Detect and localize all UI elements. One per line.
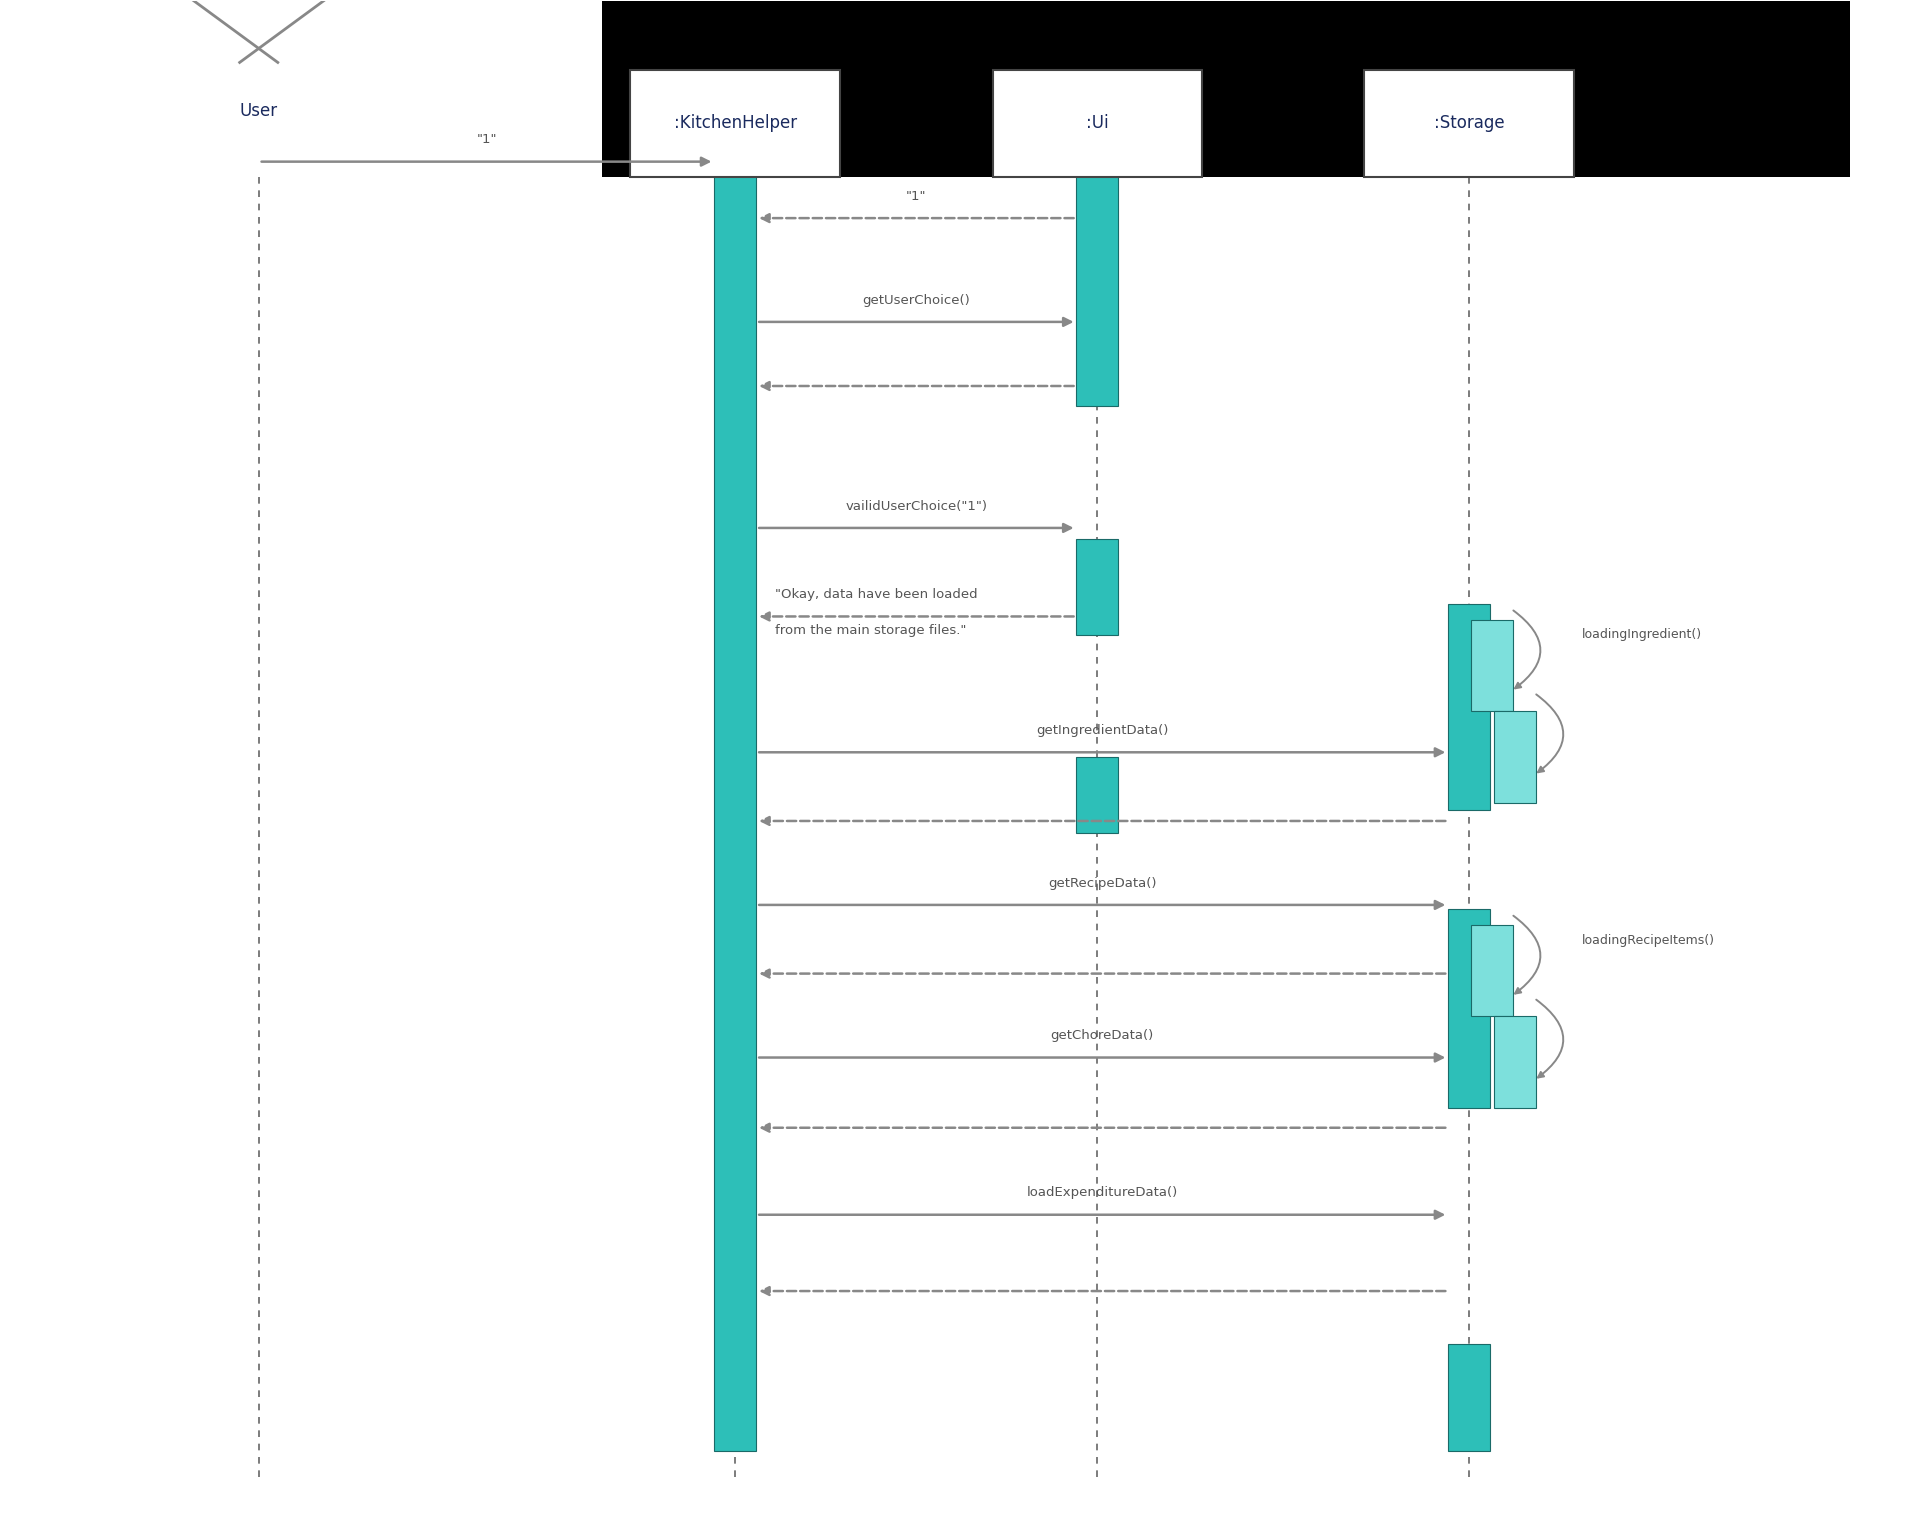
- Text: "1": "1": [907, 190, 926, 203]
- Bar: [714, 162, 756, 1451]
- Bar: [1449, 604, 1491, 810]
- Bar: [601, 177, 1850, 1527]
- Text: from the main storage files.": from the main storage files.": [775, 624, 966, 638]
- Bar: [1365, 70, 1575, 177]
- Bar: [993, 70, 1203, 177]
- Text: getChoreData(): getChoreData(): [1050, 1029, 1153, 1043]
- Bar: [1449, 910, 1491, 1109]
- Bar: [1449, 1344, 1491, 1451]
- Bar: [1472, 619, 1514, 711]
- Bar: [1077, 538, 1119, 635]
- Text: loadExpenditureData(): loadExpenditureData(): [1027, 1187, 1178, 1199]
- Text: :KitchenHelper: :KitchenHelper: [674, 115, 796, 133]
- Text: getRecipeData(): getRecipeData(): [1048, 876, 1157, 890]
- Bar: [1077, 162, 1119, 405]
- Bar: [601, 2, 1850, 1527]
- Text: getIngredientData(): getIngredientData(): [1037, 725, 1168, 737]
- Text: "1": "1": [475, 133, 496, 147]
- Text: :Ui: :Ui: [1086, 115, 1109, 133]
- Text: vailidUserChoice("1"): vailidUserChoice("1"): [846, 500, 987, 512]
- Text: loadingIngredient(): loadingIngredient(): [1583, 628, 1701, 641]
- Bar: [630, 70, 840, 177]
- Bar: [1077, 757, 1119, 833]
- Bar: [1495, 1017, 1537, 1109]
- Text: loadingRecipeItems(): loadingRecipeItems(): [1583, 934, 1714, 946]
- Bar: [1495, 711, 1537, 803]
- Bar: [1472, 925, 1514, 1017]
- Text: getUserChoice(): getUserChoice(): [863, 294, 970, 307]
- Text: :Storage: :Storage: [1434, 115, 1504, 133]
- Text: "Okay, data have been loaded: "Okay, data have been loaded: [775, 589, 977, 601]
- Text: User: User: [241, 102, 279, 121]
